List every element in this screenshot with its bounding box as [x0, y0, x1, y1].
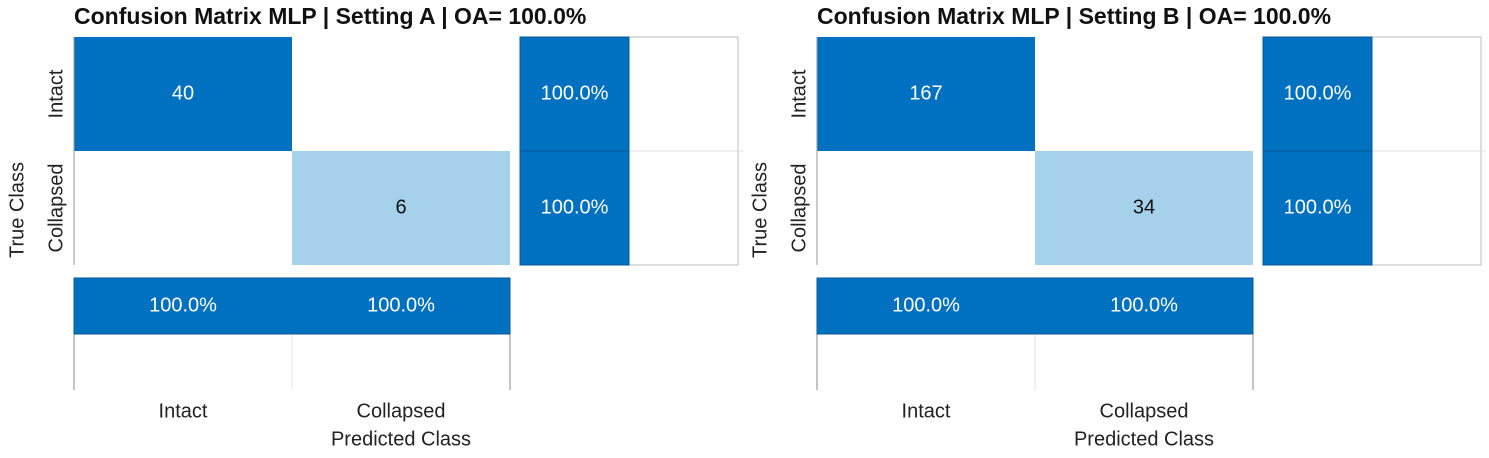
column-summary-label: 100.0% [149, 294, 217, 316]
row-summary-bar [519, 150, 630, 266]
row-summary-bar [1262, 150, 1373, 266]
matrix-cell [817, 151, 1035, 265]
x-axis-label: Predicted Class [1074, 428, 1214, 450]
y-axis-label: True Class [6, 162, 28, 258]
cell-value: 34 [1133, 196, 1155, 218]
row-label: Collapsed [788, 164, 810, 253]
cell-value: 40 [172, 82, 194, 104]
matrix-cell [817, 37, 1035, 151]
row-summary-bar [1262, 36, 1373, 152]
column-summary-bar [74, 278, 292, 334]
row-summary-label: 100.0% [1284, 196, 1352, 218]
row-summary-label: 100.0% [541, 196, 609, 218]
cell-value: 6 [395, 196, 406, 218]
row-label: Intact [788, 69, 810, 118]
column-summary-bar [1035, 278, 1253, 334]
y-axis-label: True Class [749, 162, 771, 258]
row-summary-label: 100.0% [1284, 82, 1352, 104]
column-summary-label: 100.0% [1110, 294, 1178, 316]
matrix-cell [74, 151, 292, 265]
column-summary-label: 100.0% [892, 294, 960, 316]
column-label: Collapsed [1100, 400, 1189, 422]
column-label: Intact [159, 400, 208, 422]
cell-value: 167 [909, 82, 942, 104]
column-summary-bar [292, 278, 510, 334]
column-label: Intact [902, 400, 951, 422]
row-label: Collapsed [45, 164, 67, 253]
row-summary-label: 100.0% [541, 82, 609, 104]
matrix-cell [292, 37, 510, 151]
column-label: Collapsed [357, 400, 446, 422]
matrix-cell [292, 151, 510, 265]
matrix-cell [1035, 37, 1253, 151]
row-label: Intact [45, 69, 67, 118]
column-summary-bar [817, 278, 1035, 334]
column-summary-label: 100.0% [367, 294, 435, 316]
matrix-cell [74, 37, 292, 151]
column-summary-frame-top [73, 277, 511, 335]
matrix-cell [1035, 151, 1253, 265]
x-axis-label: Predicted Class [331, 428, 471, 450]
chart-title: Confusion Matrix MLP | Setting B | OA= 1… [817, 3, 1331, 29]
column-summary-frame-top [816, 277, 1254, 335]
chart-title: Confusion Matrix MLP | Setting A | OA= 1… [74, 3, 586, 29]
